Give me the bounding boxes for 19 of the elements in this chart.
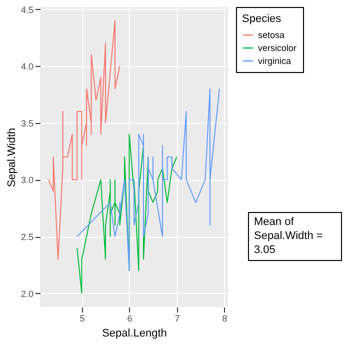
legend-title: Species [242, 13, 282, 25]
y-tick-label: 4.5 [20, 4, 34, 15]
legend-label: versicolor [258, 43, 297, 53]
legend-label: virginica [258, 56, 292, 66]
y-axis-title: Sepal.Width [6, 128, 18, 188]
text: Mean of Sepal.Width = 3.05 [248, 212, 342, 262]
y-tick-label: 2.0 [20, 288, 34, 299]
line-series [76, 88, 220, 272]
y-tick-label: 4.0 [20, 62, 34, 72]
legend-label: setosa [258, 30, 285, 40]
x-tick-label: 8 [222, 314, 228, 324]
y-tick-label: 2.5 [20, 232, 34, 242]
x-tick-label: 7 [174, 314, 180, 324]
x-tick-label: 6 [127, 314, 132, 324]
line-series [48, 20, 120, 260]
y-tick-label: 3.5 [20, 118, 34, 128]
x-tick-label: 5 [80, 314, 85, 324]
x-axis-title: Sepal.Length [102, 328, 167, 340]
y-tick-label: 3.0 [20, 175, 34, 186]
